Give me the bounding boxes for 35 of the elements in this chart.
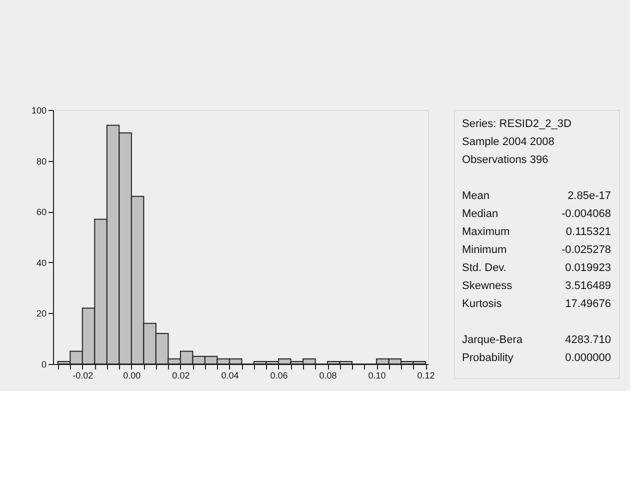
x-tick-label: 0.12 [417,370,435,380]
x-tick-label: 0.02 [172,370,190,380]
x-tick-label: -0.02 [72,370,94,380]
y-tick-label: 100 [31,106,46,116]
text: Sample 2004 2008 [462,136,554,148]
y-tick-label: 40 [36,258,46,268]
text: -0.004068 [561,208,611,220]
x-tick-label: 0.00 [123,370,141,380]
text: Minimum [462,244,507,256]
text: Mean [462,190,490,202]
x-tick-label: 0.04 [221,370,239,380]
text: -0.025278 [561,244,611,256]
text: Maximum [462,226,510,238]
text: Kurtosis [462,298,502,310]
y-tick-label: 0 [41,360,46,370]
text: Std. Dev. [462,262,506,274]
y-tick-label: 80 [36,156,46,166]
text: 0.019923 [565,262,611,274]
text: 17.49676 [565,298,611,310]
y-tick-label: 60 [36,207,46,218]
text: Jarque-Bera [462,334,524,346]
text: Series: RESID2_2_3D [462,118,572,130]
text: 2.85e-17 [568,190,611,202]
y-tick-label: 20 [36,308,46,319]
x-tick-label: 0.10 [368,370,386,380]
text: Median [462,208,498,220]
text: 4283.710 [565,334,611,346]
text: Probability [462,352,514,364]
text: 0.115321 [566,226,611,238]
x-tick-label: 0.08 [319,370,337,380]
x-tick-label: 0.06 [270,370,288,380]
text: 3.516489 [565,280,611,292]
text: 0.000000 [565,352,611,364]
text: Skewness [462,280,513,292]
text: Observations 396 [462,154,548,166]
